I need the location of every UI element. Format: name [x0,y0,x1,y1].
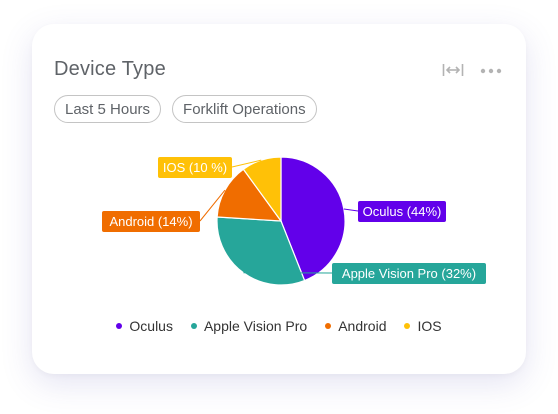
data-label: Apple Vision Pro (32%) [342,266,476,281]
chip-time-range[interactable]: Last 5 Hours [54,95,162,123]
legend-marker [404,323,411,329]
pie-slices [216,156,346,286]
pie-slice-oculus[interactable] [280,156,346,282]
data-label: IOS (10 %) [163,160,227,175]
expand-horizontal-icon[interactable] [442,62,464,83]
leader-line [199,189,226,222]
legend-marker [325,323,332,329]
data-label-box [158,157,232,178]
legend-marker [190,323,197,329]
chip-operation[interactable]: Forklift Operations [172,95,317,123]
legend-label: Apple Vision Pro [203,318,308,334]
legend-item[interactable]: IOS [404,318,442,334]
legend-label: Oculus [129,318,173,334]
card-title: Device Type [54,58,166,80]
data-label: Oculus (44%) [363,204,442,219]
legend-item[interactable]: Oculus [116,318,173,334]
legend-item[interactable]: Apple Vision Pro [190,318,308,334]
leader-line [343,208,359,212]
pie-slice-apple-vision-pro[interactable] [216,216,306,286]
data-label-box [102,211,200,232]
leader-line [231,159,262,168]
filter-chips: Last 5 Hours Forklift Operations [54,95,317,123]
more-horizontal-icon[interactable] [480,62,502,83]
data-label-box [332,263,486,284]
data-label-box [358,201,446,222]
pie-slice-android[interactable] [216,168,283,222]
data-label: Android (14%) [109,214,192,229]
device-type-pie-chart: Oculus (44%) Apple Vision Pro (32%) Androi… [102,156,486,286]
legend-label: IOS [417,318,442,334]
pie-slice-ios[interactable] [242,156,282,223]
legend-item[interactable]: Android [325,318,386,334]
legend-label: Android [338,318,387,334]
device-type-card: Device Type Last 5 Hours Forklift Operat… [32,24,526,374]
chart-legend: Oculus Apple Vision Pro Android IOS [32,318,526,334]
legend-marker [116,323,123,329]
